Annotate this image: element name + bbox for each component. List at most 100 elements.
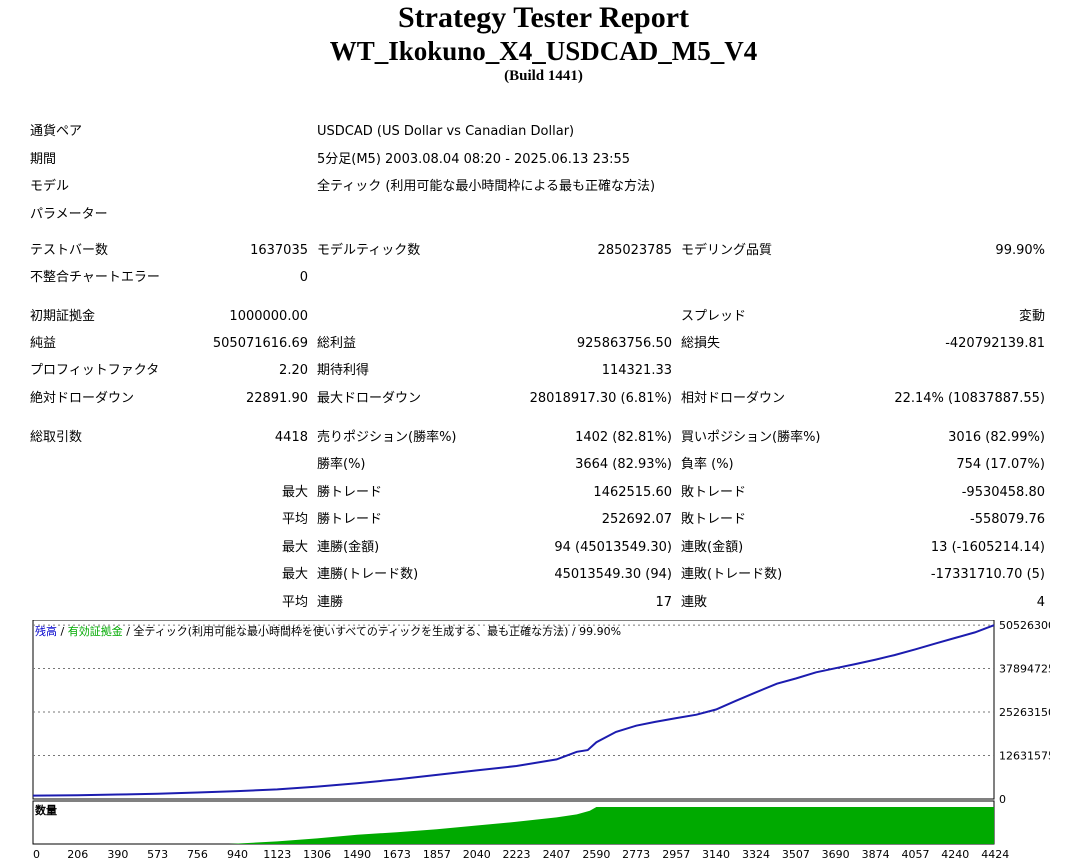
spread-label: スプレッド <box>681 309 747 324</box>
max-drawdown-label: 最大ドローダウン <box>317 391 422 406</box>
legend-item: 99.90% <box>579 625 621 638</box>
volume-area <box>33 807 994 844</box>
legend-item: 全ティック(利用可能な最小時間枠を使いすべてのティックを生成する、最も正確な方法… <box>133 624 568 638</box>
quality-value: 99.90% <box>995 243 1045 258</box>
average-label: 平均 <box>281 512 308 527</box>
deposit-label: 初期証拠金 <box>30 309 96 324</box>
x-tick-label: 390 <box>107 848 128 861</box>
x-tick-label: 1123 <box>263 848 291 861</box>
mismatch-value: 0 <box>299 270 308 285</box>
x-tick-label: 2773 <box>622 848 650 861</box>
net-profit-value: 505071616.69 <box>212 336 308 351</box>
net-profit-label: 純益 <box>30 336 57 351</box>
largest-win-label: 勝トレード <box>317 485 383 500</box>
x-tick-label: 756 <box>187 848 208 861</box>
max-consec-label: 最大 <box>281 540 308 555</box>
deposit-value: 1000000.00 <box>229 309 308 324</box>
expert-name: WT_Ikokuno_X4_USDCAD_M5_V4 <box>329 36 758 66</box>
y-tick-label: 37894725 <box>999 663 1050 676</box>
gross-profit-value: 925863756.50 <box>576 336 672 351</box>
largest-loss-value: -9530458.80 <box>961 485 1045 500</box>
period-value: 5分足(M5) 2003.08.04 08:20 - 2025.06.13 23… <box>317 152 631 167</box>
avg-consec-wins-value: 17 <box>655 595 672 610</box>
legend-item: 有効証拠金 <box>68 624 123 638</box>
gross-loss-label: 総損失 <box>681 336 721 351</box>
mismatch-label: 不整合チャートエラー <box>30 270 160 285</box>
expected-payoff-label: 期待利得 <box>317 363 370 378</box>
balance-line <box>32 624 995 797</box>
ticks-value: 285023785 <box>597 243 672 258</box>
bars-value: 1637035 <box>250 243 308 258</box>
balance-chart: 50526300 37894725 25263150 12631575 0 0 206 390… <box>30 620 1050 861</box>
largest-loss-label: 敗トレード <box>681 485 747 500</box>
y-tick-label: 50526300 <box>999 620 1050 632</box>
build-number: (Build 1441) <box>504 68 583 84</box>
x-tick-label: 3324 <box>742 848 770 861</box>
gross-loss-value: -420792139.81 <box>945 336 1045 351</box>
total-trades-value: 4418 <box>274 430 308 445</box>
y-tick-label: 25263150 <box>999 706 1050 719</box>
rel-drawdown-value: 22.14% (10837887.55) <box>894 391 1045 406</box>
avg-win-label: 勝トレード <box>317 512 383 527</box>
avg-consec-label: 平均 <box>281 595 308 610</box>
short-positions-value: 1402 (82.81%) <box>575 430 672 445</box>
max-consec-profit-value: 45013549.30 (94) <box>554 567 672 582</box>
x-tick-label: 3507 <box>782 848 810 861</box>
max-consec-losses-label: 連敗(金額) <box>681 540 744 555</box>
loss-rate-label: 負率 (%) <box>681 457 734 472</box>
params-label: パラメーター <box>30 207 108 222</box>
long-positions-value: 3016 (82.99%) <box>948 430 1045 445</box>
symbol-value: USDCAD (US Dollar vs Canadian Dollar) <box>317 124 575 139</box>
avg-consec-losses-value: 4 <box>1036 595 1045 610</box>
win-rate-value: 3664 (82.93%) <box>575 457 672 472</box>
quality-label: モデリング品質 <box>681 243 773 258</box>
avg-loss-label: 敗トレード <box>681 512 747 527</box>
period-label: 期間 <box>30 152 57 167</box>
x-tick-label: 3140 <box>702 848 730 861</box>
win-rate-label: 勝率(%) <box>317 457 366 472</box>
model-value: 全ティック (利用可能な最小時間枠による最も正確な方法) <box>317 179 656 194</box>
x-tick-label: 206 <box>67 848 88 861</box>
y-tick-label: 0 <box>999 793 1006 806</box>
main-panel-frame <box>32 620 995 800</box>
x-tick-label: 2407 <box>543 848 571 861</box>
symbol-label: 通貨ペア <box>30 124 83 139</box>
profit-factor-value: 2.20 <box>279 363 308 378</box>
x-tick-label: 4240 <box>941 848 969 861</box>
x-tick-label: 2223 <box>503 848 531 861</box>
avg-consec-wins-label: 連勝 <box>317 595 344 610</box>
avg-loss-value: -558079.76 <box>970 512 1045 527</box>
avg-consec-losses-label: 連敗 <box>681 595 708 610</box>
abs-drawdown-value: 22891.90 <box>245 391 308 406</box>
max-consec-wins-label: 連勝(金額) <box>317 540 380 555</box>
max-consec-loss-value: -17331710.70 (5) <box>930 567 1045 582</box>
report-title: Strategy Tester Report <box>397 1 690 34</box>
x-tick-label: 1857 <box>423 848 451 861</box>
chart-legend: 残高 / 有効証拠金 / 全ティック(利用可能な最小時間枠を使いすべてのティック… <box>35 624 621 638</box>
max-consec-profit-label: 連勝(トレード数) <box>317 567 419 582</box>
max-consec-label-2: 最大 <box>281 567 308 582</box>
x-tick-label: 4424 <box>981 848 1009 861</box>
y-tick-label: 12631575 <box>999 750 1050 763</box>
profit-factor-label: プロフィットファクタ <box>30 363 160 378</box>
largest-win-value: 1462515.60 <box>593 485 672 500</box>
volume-panel-label: 数量 <box>35 803 57 817</box>
x-tick-label: 3690 <box>822 848 850 861</box>
avg-win-value: 252692.07 <box>601 512 672 527</box>
x-tick-label: 573 <box>147 848 168 861</box>
gross-profit-label: 総利益 <box>317 336 357 351</box>
x-tick-label: 4057 <box>901 848 929 861</box>
max-consec-losses-value: 13 (-1605214.14) <box>930 540 1045 555</box>
max-consec-loss-label: 連敗(トレード数) <box>681 567 783 582</box>
largest-label: 最大 <box>281 485 308 500</box>
model-label: モデル <box>30 179 70 194</box>
ticks-label: モデルティック数 <box>317 243 421 258</box>
x-tick-label: 1306 <box>303 848 331 861</box>
abs-drawdown-label: 絶対ドローダウン <box>30 391 135 406</box>
x-tick-label: 1673 <box>383 848 411 861</box>
x-tick-label: 2040 <box>463 848 491 861</box>
x-tick-label: 2957 <box>662 848 690 861</box>
rel-drawdown-label: 相対ドローダウン <box>681 391 786 406</box>
legend-item: 残高 <box>35 624 57 638</box>
max-consec-wins-value: 94 (45013549.30) <box>554 540 672 555</box>
